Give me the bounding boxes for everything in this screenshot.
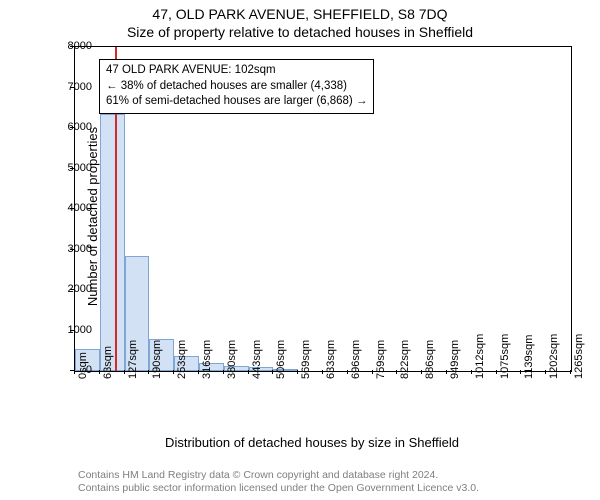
x-tick-mark — [124, 370, 125, 374]
x-tick-mark — [347, 370, 348, 374]
x-tick-mark — [496, 370, 497, 374]
x-tick-label: 253sqm — [176, 340, 188, 379]
x-tick-label: 506sqm — [275, 340, 287, 379]
y-tick-label: 5000 — [58, 162, 92, 174]
x-tick-mark — [446, 370, 447, 374]
info-line-2: ← 38% of detached houses are smaller (4,… — [106, 79, 367, 95]
x-tick-label: 127sqm — [127, 340, 139, 379]
x-tick-label: 443sqm — [251, 340, 263, 379]
x-tick-mark — [471, 370, 472, 374]
footer-line-2: Contains public sector information licen… — [78, 482, 479, 496]
attribution-footer: Contains HM Land Registry data © Crown c… — [78, 469, 479, 496]
title-address: 47, OLD PARK AVENUE, SHEFFIELD, S8 7DQ — [0, 6, 600, 22]
y-tick-label: 1000 — [58, 324, 92, 336]
x-tick-label: 1202sqm — [548, 334, 560, 379]
x-tick-label: 1265sqm — [573, 334, 585, 379]
x-tick-mark — [272, 370, 273, 374]
y-tick-mark — [70, 330, 74, 331]
x-tick-label: 1139sqm — [523, 335, 535, 379]
y-tick-mark — [70, 208, 74, 209]
y-tick-label: 3000 — [58, 243, 92, 255]
x-tick-mark — [545, 370, 546, 374]
x-tick-mark — [173, 370, 174, 374]
info-line-3: 61% of semi-detached houses are larger (… — [106, 94, 367, 110]
x-tick-mark — [297, 370, 298, 374]
plot-area: 47 OLD PARK AVENUE: 102sqm ← 38% of deta… — [74, 46, 572, 372]
chart-title: 47, OLD PARK AVENUE, SHEFFIELD, S8 7DQ S… — [0, 0, 600, 40]
y-tick-label: 4000 — [58, 202, 92, 214]
y-tick-mark — [70, 168, 74, 169]
x-tick-label: 886sqm — [424, 340, 436, 379]
x-tick-mark — [148, 370, 149, 374]
y-tick-mark — [70, 46, 74, 47]
x-tick-label: 0sqm — [77, 352, 89, 379]
x-tick-label: 633sqm — [325, 340, 337, 379]
info-line-1: 47 OLD PARK AVENUE: 102sqm — [106, 63, 367, 79]
histogram-chart: Number of detached properties 47 OLD PAR… — [52, 46, 572, 394]
x-tick-mark — [248, 370, 249, 374]
x-tick-mark — [99, 370, 100, 374]
y-tick-mark — [70, 249, 74, 250]
y-tick-mark — [70, 87, 74, 88]
histogram-bar — [100, 114, 125, 371]
y-tick-label: 8000 — [58, 40, 92, 52]
y-tick-label: 6000 — [58, 121, 92, 133]
x-tick-mark — [223, 370, 224, 374]
y-tick-mark — [70, 127, 74, 128]
x-tick-label: 696sqm — [350, 340, 362, 379]
x-axis-label: Distribution of detached houses by size … — [165, 435, 459, 450]
x-tick-mark — [198, 370, 199, 374]
x-tick-label: 949sqm — [449, 340, 461, 379]
x-tick-label: 1075sqm — [499, 334, 511, 379]
x-tick-label: 316sqm — [201, 340, 213, 379]
x-tick-label: 190sqm — [151, 340, 163, 379]
x-tick-label: 1012sqm — [474, 334, 486, 379]
x-tick-mark — [421, 370, 422, 374]
x-tick-label: 822sqm — [399, 340, 411, 379]
y-tick-label: 2000 — [58, 283, 92, 295]
title-subtitle: Size of property relative to detached ho… — [0, 24, 600, 40]
x-tick-label: 63sqm — [102, 346, 114, 379]
x-tick-label: 569sqm — [300, 340, 312, 379]
x-tick-mark — [74, 370, 75, 374]
x-tick-label: 759sqm — [375, 340, 387, 379]
x-tick-mark — [372, 370, 373, 374]
property-info-box: 47 OLD PARK AVENUE: 102sqm ← 38% of deta… — [99, 59, 374, 114]
y-tick-mark — [70, 289, 74, 290]
x-tick-mark — [570, 370, 571, 374]
y-tick-label: 7000 — [58, 81, 92, 93]
footer-line-1: Contains HM Land Registry data © Crown c… — [78, 469, 479, 483]
x-tick-mark — [396, 370, 397, 374]
x-tick-label: 380sqm — [226, 340, 238, 379]
x-tick-mark — [322, 370, 323, 374]
x-tick-mark — [520, 370, 521, 374]
